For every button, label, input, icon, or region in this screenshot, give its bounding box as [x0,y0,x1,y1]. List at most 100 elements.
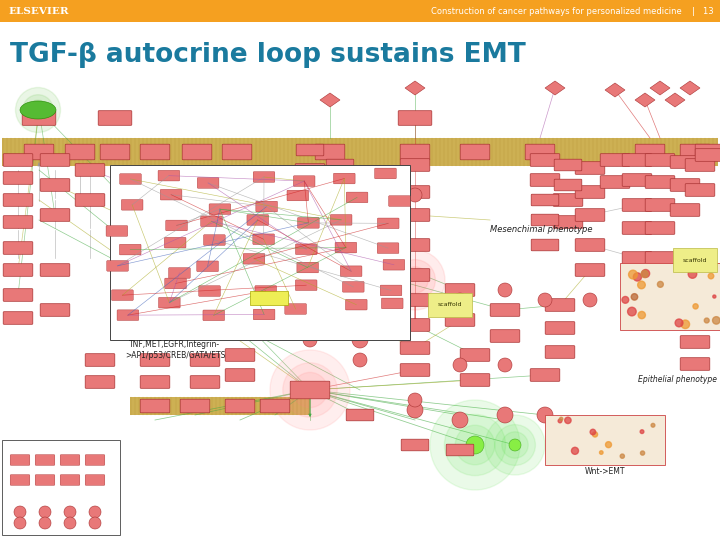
FancyBboxPatch shape [383,259,405,270]
Polygon shape [650,81,670,95]
FancyBboxPatch shape [260,399,289,413]
FancyBboxPatch shape [530,174,560,186]
FancyBboxPatch shape [266,234,294,246]
FancyBboxPatch shape [400,294,430,306]
Circle shape [352,302,368,318]
Bar [620,263,720,330]
Circle shape [693,303,698,309]
FancyBboxPatch shape [24,144,54,160]
FancyBboxPatch shape [622,154,652,166]
FancyBboxPatch shape [296,144,324,156]
FancyBboxPatch shape [3,194,33,206]
FancyBboxPatch shape [285,303,307,314]
Text: Mesenchimal phenotype: Mesenchimal phenotype [490,226,593,234]
Circle shape [485,415,545,475]
FancyBboxPatch shape [204,235,225,245]
FancyBboxPatch shape [35,475,55,485]
Circle shape [638,312,645,319]
FancyBboxPatch shape [3,215,33,228]
FancyBboxPatch shape [645,252,675,264]
Circle shape [453,358,467,372]
Circle shape [634,273,642,281]
FancyBboxPatch shape [685,184,715,197]
FancyBboxPatch shape [382,298,403,309]
Circle shape [713,295,716,298]
FancyBboxPatch shape [680,314,710,326]
FancyBboxPatch shape [112,290,133,300]
FancyBboxPatch shape [256,201,277,212]
FancyBboxPatch shape [645,154,675,166]
FancyBboxPatch shape [190,354,220,366]
FancyBboxPatch shape [345,219,375,231]
FancyBboxPatch shape [622,222,652,234]
FancyBboxPatch shape [622,252,652,264]
Polygon shape [545,81,565,95]
FancyBboxPatch shape [140,399,170,413]
FancyBboxPatch shape [75,194,105,206]
Circle shape [452,412,468,428]
FancyBboxPatch shape [180,399,210,413]
FancyBboxPatch shape [161,190,182,200]
FancyBboxPatch shape [531,214,559,226]
Circle shape [64,506,76,518]
FancyBboxPatch shape [106,226,127,236]
FancyBboxPatch shape [243,253,265,264]
FancyBboxPatch shape [680,144,710,160]
FancyBboxPatch shape [3,264,33,276]
FancyBboxPatch shape [531,239,559,251]
FancyBboxPatch shape [343,281,364,292]
FancyBboxPatch shape [168,268,190,278]
Circle shape [303,333,317,347]
FancyBboxPatch shape [446,444,474,456]
Circle shape [89,517,101,529]
FancyBboxPatch shape [530,154,560,166]
FancyBboxPatch shape [696,144,720,160]
FancyBboxPatch shape [398,111,432,125]
Circle shape [590,429,595,435]
FancyBboxPatch shape [66,144,95,160]
Circle shape [629,270,637,279]
Circle shape [16,87,60,132]
FancyBboxPatch shape [400,269,430,281]
FancyBboxPatch shape [400,186,430,198]
Text: TNF,MET,EGFR,Integrin-
>AP1/p53/CREB/GATA/ETS: TNF,MET,EGFR,Integrin- >AP1/p53/CREB/GAT… [125,340,225,360]
Polygon shape [665,93,685,107]
FancyBboxPatch shape [680,357,710,370]
FancyBboxPatch shape [345,194,375,206]
FancyBboxPatch shape [575,264,605,276]
Circle shape [466,436,484,454]
FancyBboxPatch shape [460,144,490,160]
Circle shape [407,402,423,418]
Circle shape [713,316,720,324]
FancyBboxPatch shape [199,286,220,296]
Circle shape [444,414,505,476]
FancyBboxPatch shape [341,266,362,276]
FancyBboxPatch shape [98,111,132,125]
Bar [7,490,115,505]
Circle shape [641,271,648,278]
Circle shape [606,442,611,448]
FancyBboxPatch shape [120,174,141,184]
FancyBboxPatch shape [85,475,105,485]
Bar [130,397,310,415]
Circle shape [640,430,644,434]
Circle shape [283,363,337,417]
FancyBboxPatch shape [85,455,105,465]
FancyBboxPatch shape [158,170,180,181]
FancyBboxPatch shape [85,376,114,388]
FancyBboxPatch shape [622,274,652,286]
FancyBboxPatch shape [3,312,33,325]
FancyBboxPatch shape [253,172,275,183]
Circle shape [641,451,644,455]
FancyBboxPatch shape [400,159,430,171]
FancyBboxPatch shape [600,154,630,166]
FancyBboxPatch shape [40,303,70,316]
FancyBboxPatch shape [290,381,330,399]
FancyBboxPatch shape [295,164,325,176]
Circle shape [39,517,51,529]
FancyBboxPatch shape [182,144,212,160]
FancyBboxPatch shape [530,369,560,381]
Text: Epithelial phenotype: Epithelial phenotype [638,375,717,384]
Circle shape [572,447,579,454]
Bar [0,0,720,22]
